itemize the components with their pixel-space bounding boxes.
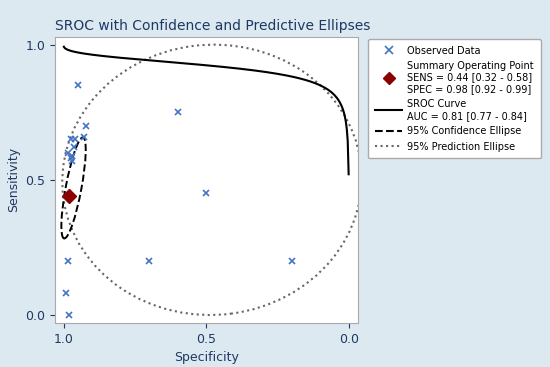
Text: SROC with Confidence and Predictive Ellipses: SROC with Confidence and Predictive Elli… [55, 19, 370, 33]
X-axis label: Specificity: Specificity [174, 351, 239, 364]
Legend: Observed Data, Summary Operating Point
SENS = 0.44 [0.32 - 0.58]
SPEC = 0.98 [0.: Observed Data, Summary Operating Point S… [368, 39, 541, 159]
Y-axis label: Sensitivity: Sensitivity [7, 147, 20, 212]
